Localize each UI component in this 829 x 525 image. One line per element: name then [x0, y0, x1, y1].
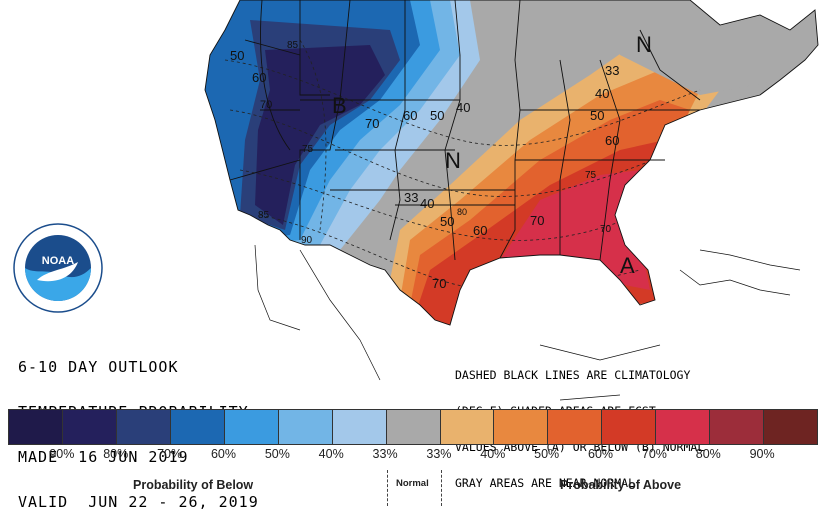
normal-label-northeast: N — [636, 32, 652, 57]
legend-tick-label: 90% — [749, 447, 775, 461]
svg-text:60: 60 — [403, 108, 417, 123]
legend-swatch — [440, 410, 495, 444]
svg-text:70: 70 — [365, 116, 379, 131]
legend-swatch — [764, 410, 818, 444]
legend-swatch — [548, 410, 603, 444]
svg-text:33: 33 — [605, 63, 619, 78]
above-label: A — [620, 253, 635, 278]
legend-swatch — [494, 410, 549, 444]
legend-separator-right — [441, 470, 442, 506]
note-line: GRAY AREAS ARE NEAR-NORMAL — [455, 476, 636, 490]
legend-separator-left — [387, 470, 388, 506]
svg-text:85: 85 — [258, 210, 270, 221]
svg-text:40: 40 — [456, 100, 470, 115]
legend-swatch — [62, 410, 117, 444]
svg-text:33: 33 — [404, 190, 418, 205]
outlook-title: 6-10 DAY OUTLOOK — [18, 358, 179, 376]
legend-tick-label: 40% — [318, 447, 344, 461]
svg-text:90: 90 — [301, 235, 313, 246]
legend-tick-label: 60% — [210, 447, 236, 461]
legend-tick-label: 70% — [641, 447, 667, 461]
made-date: MADE 16 JUN 2019 — [18, 448, 189, 466]
noaa-logo: NOAA — [13, 223, 103, 313]
legend-tick-label: 60% — [588, 447, 614, 461]
svg-text:80: 80 — [457, 207, 467, 217]
svg-text:50: 50 — [430, 108, 444, 123]
svg-text:50: 50 — [230, 48, 244, 63]
legend-swatch — [170, 410, 225, 444]
legend-tick-labels: 90% 80% 70% 60% 50% 40% 33% 33% 40% 50% 60% 70% 80% 9… — [8, 447, 816, 463]
legend-tick-label: 50% — [264, 447, 290, 461]
legend-tick-label: 70% — [157, 447, 183, 461]
svg-text:60: 60 — [605, 133, 619, 148]
svg-text:40: 40 — [595, 86, 609, 101]
legend-tick-label: 80% — [103, 447, 129, 461]
below-label: B — [332, 93, 347, 118]
svg-text:70: 70 — [432, 276, 446, 291]
svg-text:75: 75 — [302, 144, 314, 155]
caption-above: Probability of Above — [560, 478, 682, 492]
svg-text:60: 60 — [252, 70, 266, 85]
caption-normal: Normal — [396, 478, 429, 489]
normal-label-central: N — [445, 148, 461, 173]
svg-text:70: 70 — [530, 213, 544, 228]
temperature-outlook-map: 50 60 70 85 90 75 70 60 50 40 33 40 50 6… — [204, 0, 819, 401]
svg-text:50: 50 — [590, 108, 604, 123]
noaa-logo-text: NOAA — [42, 255, 74, 267]
valid-dates: VALID JUN 22 - 26, 2019 — [18, 493, 259, 511]
svg-text:60: 60 — [473, 223, 487, 238]
legend-swatch — [386, 410, 441, 444]
legend-tick-label: 33% — [426, 447, 452, 461]
note-line: DASHED BLACK LINES ARE CLIMATOLOGY — [455, 368, 691, 382]
probability-legend — [8, 409, 818, 445]
legend-tick-label: 33% — [372, 447, 398, 461]
legend-tick-label: 90% — [49, 447, 75, 461]
legend-tick-label: 80% — [695, 447, 721, 461]
svg-text:40: 40 — [420, 196, 434, 211]
legend-swatch — [224, 410, 279, 444]
svg-text:70: 70 — [260, 99, 272, 111]
legend-tick-label: 40% — [480, 447, 506, 461]
legend-swatch — [332, 410, 387, 444]
svg-text:75: 75 — [585, 170, 597, 181]
svg-text:70: 70 — [600, 224, 612, 235]
legend-tick-label: 50% — [534, 447, 560, 461]
legend-swatch — [116, 410, 171, 444]
svg-text:50: 50 — [440, 214, 454, 229]
legend-swatch — [602, 410, 657, 444]
caption-below: Probability of Below — [133, 478, 254, 492]
legend-swatch — [278, 410, 333, 444]
legend-swatch — [656, 410, 711, 444]
legend-swatch — [710, 410, 765, 444]
svg-text:85: 85 — [287, 40, 299, 51]
legend-swatch — [9, 410, 63, 444]
